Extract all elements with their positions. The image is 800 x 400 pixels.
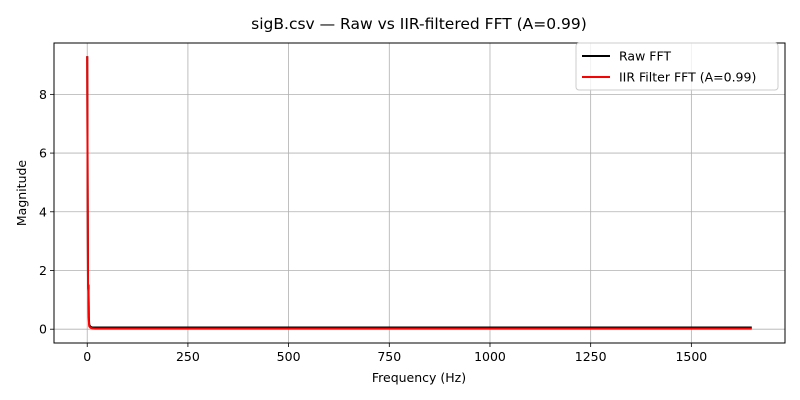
x-tick-label: 750 bbox=[377, 349, 401, 364]
y-tick-label: 8 bbox=[39, 87, 47, 102]
x-axis-label: Frequency (Hz) bbox=[372, 370, 466, 385]
legend-label-iir-fft: IIR Filter FFT (A=0.99) bbox=[619, 70, 756, 85]
x-tick-label: 250 bbox=[176, 349, 200, 364]
series-line-1 bbox=[86, 56, 752, 330]
y-tick-label: 6 bbox=[39, 146, 47, 161]
y-tick-label: 0 bbox=[39, 322, 47, 337]
x-tick-label: 1250 bbox=[575, 349, 607, 364]
y-axis: 0 2 4 6 8 bbox=[39, 87, 54, 337]
x-axis: 0 250 500 750 1000 1250 1500 bbox=[83, 343, 707, 364]
legend: Raw FFT IIR Filter FFT (A=0.99) bbox=[575, 42, 779, 91]
x-tick-label: 1500 bbox=[675, 349, 707, 364]
legend-label-raw-fft: Raw FFT bbox=[619, 49, 671, 64]
x-tick-label: 1000 bbox=[474, 349, 506, 364]
plot-frame bbox=[53, 42, 786, 344]
chart-title: sigB.csv — Raw vs IIR-filtered FFT (A=0.… bbox=[251, 15, 587, 33]
series-layer bbox=[86, 56, 752, 330]
y-tick-label: 2 bbox=[39, 263, 47, 278]
legend-box bbox=[575, 42, 779, 91]
x-tick-label: 500 bbox=[277, 349, 301, 364]
y-tick-label: 4 bbox=[39, 204, 47, 219]
y-axis-label: Magnitude bbox=[14, 160, 29, 227]
x-tick-label: 0 bbox=[83, 349, 91, 364]
